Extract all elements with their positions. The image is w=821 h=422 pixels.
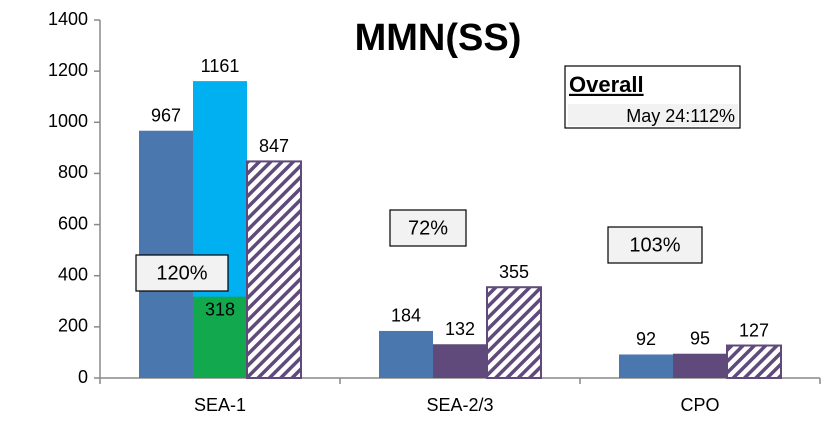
bar	[486, 286, 542, 380]
x-tick-label: SEA-1	[194, 395, 246, 415]
bar	[139, 130, 193, 378]
y-tick-label: 400	[58, 264, 88, 284]
bar	[619, 354, 673, 378]
annotation: 72%	[408, 217, 448, 239]
annotation-box	[607, 226, 703, 264]
value-label: 184	[391, 306, 421, 326]
overall-value: May 24:112%	[626, 106, 735, 126]
y-tick-label: 600	[58, 213, 88, 233]
bar	[193, 296, 247, 378]
value-label: 1161	[201, 56, 240, 76]
value-label: 847	[259, 136, 289, 156]
annotation: 120%	[156, 262, 207, 284]
value-label: 95	[690, 328, 710, 348]
y-tick-label: 0	[78, 367, 88, 387]
bar	[673, 353, 727, 378]
y-tick-label: 200	[58, 316, 88, 336]
title-box	[325, 12, 550, 64]
y-tick-label: 800	[58, 162, 88, 182]
annotation-box	[389, 209, 467, 247]
bar	[379, 330, 433, 378]
overall-inner	[568, 104, 738, 126]
value-label: 127	[739, 320, 769, 340]
annotation-box	[135, 254, 229, 292]
y-tick-label: 1200	[48, 60, 88, 80]
value-label: 318	[205, 299, 235, 319]
x-tick-label: SEA-2/3	[426, 395, 493, 415]
chart-title: MMN(SS)	[355, 17, 522, 59]
annotation: 103%	[629, 234, 680, 256]
bar	[433, 344, 487, 378]
bar	[246, 160, 302, 379]
overall-title: Overall	[569, 72, 644, 97]
y-tick-label: 1000	[48, 111, 88, 131]
value-label: 92	[636, 329, 656, 349]
bar	[726, 344, 782, 380]
x-tick-label: CPO	[680, 395, 719, 415]
value-label: 967	[151, 105, 181, 125]
value-label: 132	[445, 319, 475, 339]
value-label: 355	[499, 262, 529, 282]
y-tick-label: 1400	[48, 9, 88, 29]
